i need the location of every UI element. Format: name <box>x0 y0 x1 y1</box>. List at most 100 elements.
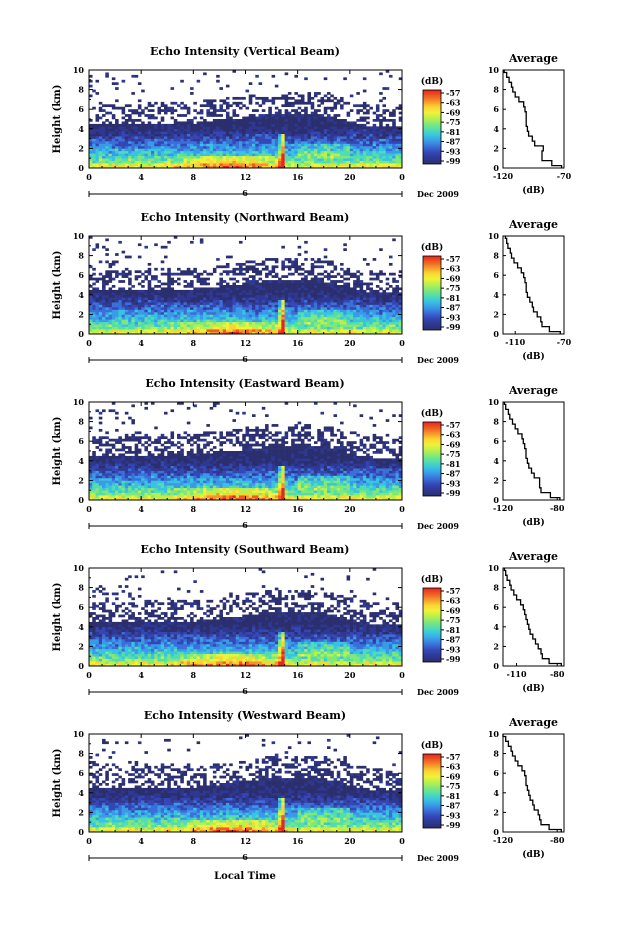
date-label: Dec 2009 <box>417 687 459 697</box>
profile-y-tick-label: 0 <box>493 495 499 505</box>
panel-2: Echo Intensity (Northward Beam) 0 2 4 6 8 10 0 4… <box>52 211 572 365</box>
profile-y-tick-label: 4 <box>493 290 499 300</box>
y-tick-label: 2 <box>78 475 84 485</box>
profile-y-tick-label: 0 <box>493 661 499 671</box>
y-tick-label: 4 <box>78 124 84 134</box>
colorbar-unit: (dB) <box>421 242 443 253</box>
panel-title: Echo Intensity (Vertical Beam) <box>150 45 340 58</box>
colorbar-tick-label: -69 <box>446 273 461 283</box>
x-axis-label: Local Time <box>214 871 276 882</box>
y-tick-label: 0 <box>78 827 84 837</box>
colorbar <box>422 255 442 331</box>
y-tick-label: 4 <box>78 456 84 466</box>
x-tick-label: 20 <box>344 172 356 182</box>
date-label: Dec 2009 <box>417 521 459 531</box>
x-tick-label: 8 <box>191 338 197 348</box>
profile-y-tick-label: 10 <box>488 397 500 407</box>
day-label: 6 <box>242 188 248 198</box>
colorbar <box>422 587 442 663</box>
y-tick-label: 0 <box>78 495 84 505</box>
date-label: Dec 2009 <box>417 355 459 365</box>
colorbar-tick-label: -99 <box>446 322 461 332</box>
x-tick-label: 0 <box>399 670 405 680</box>
colorbar-tick-label: -75 <box>446 449 460 459</box>
colorbar-unit: (dB) <box>421 574 443 585</box>
x-tick-label: 20 <box>344 504 356 514</box>
x-tick-label: 0 <box>399 172 405 182</box>
colorbar-tick-label: -57 <box>446 88 460 98</box>
profile-y-tick-label: 4 <box>493 124 499 134</box>
y-tick-label: 8 <box>78 85 84 95</box>
colorbar-tick-label: -99 <box>446 820 461 830</box>
x-tick-label: 0 <box>399 504 405 514</box>
y-tick-label: 8 <box>78 251 84 261</box>
echo-intensity-field <box>89 236 403 335</box>
day-label: 6 <box>242 354 248 364</box>
colorbar-tick-label: -87 <box>446 137 460 147</box>
profile-y-tick-label: 2 <box>493 475 499 485</box>
profile-y-tick-label: 0 <box>493 827 499 837</box>
profile-line <box>502 734 562 832</box>
profile-y-tick-label: 4 <box>493 456 499 466</box>
panel-title: Echo Intensity (Westward Beam) <box>144 709 346 722</box>
x-tick-label: 0 <box>399 836 405 846</box>
colorbar-tick-label: -93 <box>446 146 461 156</box>
y-tick-label: 4 <box>78 622 84 632</box>
y-tick-label: 10 <box>73 729 85 739</box>
colorbar-tick-label: -63 <box>446 430 461 440</box>
profile-frame <box>502 235 565 335</box>
average-profile: Average 0 2 4 6 8 10 -120 -80 (dB) <box>488 716 565 860</box>
profile-y-tick-label: 10 <box>488 563 500 573</box>
panel-5: Echo Intensity (Westward Beam) 0 2 4 6 8 10 0 4 8… <box>52 709 565 863</box>
x-tick-label: 16 <box>292 172 304 182</box>
colorbar-tick-label: -63 <box>446 98 461 108</box>
x-tick-label: 8 <box>191 670 197 680</box>
panels: Echo Intensity (Vertical Beam) 0 2 4 6 8 10 0 4 8… <box>52 45 572 863</box>
y-tick-label: 6 <box>78 768 84 778</box>
profile-y-tick-label: 10 <box>488 231 500 241</box>
profile-frame <box>502 567 565 667</box>
echo-intensity-field <box>89 70 403 169</box>
colorbar <box>422 753 442 829</box>
x-tick-label: 16 <box>292 836 304 846</box>
x-tick-label: 0 <box>86 338 92 348</box>
panel-title: Echo Intensity (Northward Beam) <box>141 211 350 224</box>
date-label: Dec 2009 <box>417 189 459 199</box>
echo-intensity-field <box>89 568 403 667</box>
colorbar-tick-label: -75 <box>446 615 460 625</box>
y-axis-label: Height (km) <box>52 251 63 320</box>
y-tick-label: 2 <box>78 641 84 651</box>
colorbar-tick-label: -69 <box>446 439 461 449</box>
profile-y-tick-label: 10 <box>488 729 500 739</box>
profile-x-label: (dB) <box>522 517 544 528</box>
colorbar <box>422 421 442 497</box>
colorbar-tick-label: -63 <box>446 596 461 606</box>
colorbar-tick-label: -81 <box>446 127 460 137</box>
colorbar-tick-label: -87 <box>446 469 460 479</box>
colorbar-tick-label: -93 <box>446 810 461 820</box>
y-tick-label: 10 <box>73 563 85 573</box>
colorbar-tick-label: -99 <box>446 156 461 166</box>
x-tick-label: 16 <box>292 338 304 348</box>
colorbar-tick-label: -69 <box>446 771 461 781</box>
x-tick-label: 0 <box>86 504 92 514</box>
profile-x-tick-label: -120 <box>493 503 513 513</box>
profile-line <box>504 236 561 334</box>
day-label: 6 <box>242 520 248 530</box>
profile-x-tick-label: -80 <box>550 835 565 845</box>
profile-x-tick-label: -80 <box>550 669 565 679</box>
y-tick-label: 8 <box>78 749 84 759</box>
echo-intensity-field <box>89 402 403 501</box>
x-tick-label: 12 <box>240 504 251 514</box>
profile-y-tick-label: 8 <box>493 251 499 261</box>
colorbar-unit: (dB) <box>421 408 443 419</box>
profile-x-tick-label: -80 <box>550 503 565 513</box>
x-tick-label: 4 <box>138 338 144 348</box>
profile-title: Average <box>508 384 558 397</box>
colorbar-tick-label: -75 <box>446 781 460 791</box>
x-tick-label: 4 <box>138 670 144 680</box>
x-tick-label: 0 <box>86 172 92 182</box>
profile-y-tick-label: 10 <box>488 65 500 75</box>
profile-y-tick-label: 6 <box>493 768 499 778</box>
